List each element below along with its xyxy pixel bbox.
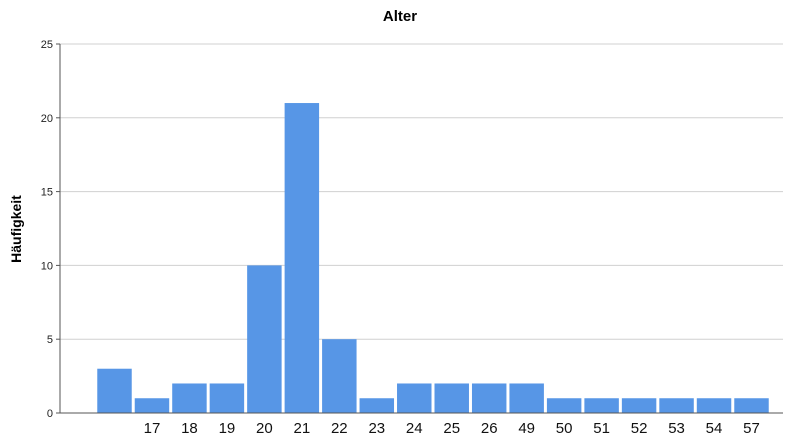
bar: [734, 398, 769, 413]
x-tick-label: 52: [631, 420, 648, 437]
x-tick-label: 51: [593, 420, 610, 437]
y-tick-label: 10: [41, 260, 53, 272]
x-tick-label: 22: [331, 420, 348, 437]
bars: [97, 103, 769, 413]
x-tick-label: 24: [406, 420, 423, 437]
bar: [546, 398, 582, 413]
bar: [659, 398, 694, 413]
y-axis-ticks: 0 5 10 15 20 25: [41, 39, 60, 420]
y-tick-label: 5: [47, 334, 53, 346]
gridlines: [60, 43, 783, 340]
bar: [247, 265, 282, 413]
x-tick-label: 20: [256, 420, 273, 437]
x-tick-label: 50: [556, 420, 573, 437]
bar: [621, 398, 657, 413]
bar: [209, 383, 245, 413]
x-tick-label: 17: [144, 420, 161, 437]
x-tick-label: 18: [181, 420, 198, 437]
x-tick-label: 53: [668, 420, 685, 437]
bar: [584, 398, 619, 413]
y-tick-label: 25: [41, 39, 53, 51]
x-tick-label: 23: [368, 420, 385, 437]
x-tick-label: 19: [219, 420, 236, 437]
bar: [359, 398, 395, 413]
bar: [134, 398, 170, 413]
y-tick-label: 15: [41, 187, 53, 199]
bar: [97, 368, 132, 413]
x-tick-label: 25: [443, 420, 460, 437]
bar: [434, 383, 469, 413]
x-tick-label: 57: [743, 420, 760, 437]
x-axis-ticks: 17 18 19 20 21 22 23 24 25 26 49 50 51 52 53 54 57: [144, 420, 760, 437]
y-tick-label: 20: [41, 113, 53, 125]
bar: [696, 398, 732, 413]
x-tick-label: 21: [294, 420, 311, 437]
bar: [471, 383, 507, 413]
bar: [397, 383, 432, 413]
chart-title: Alter: [383, 8, 417, 25]
y-axis-label: Häufigkeit: [8, 195, 24, 263]
bar: [322, 339, 357, 413]
bar: [172, 383, 207, 413]
bar: [509, 383, 544, 413]
x-tick-label: 49: [518, 420, 535, 437]
x-tick-label: 26: [481, 420, 498, 437]
y-tick-label: 0: [47, 408, 53, 420]
x-tick-label: 54: [706, 420, 723, 437]
bar: [284, 103, 320, 413]
